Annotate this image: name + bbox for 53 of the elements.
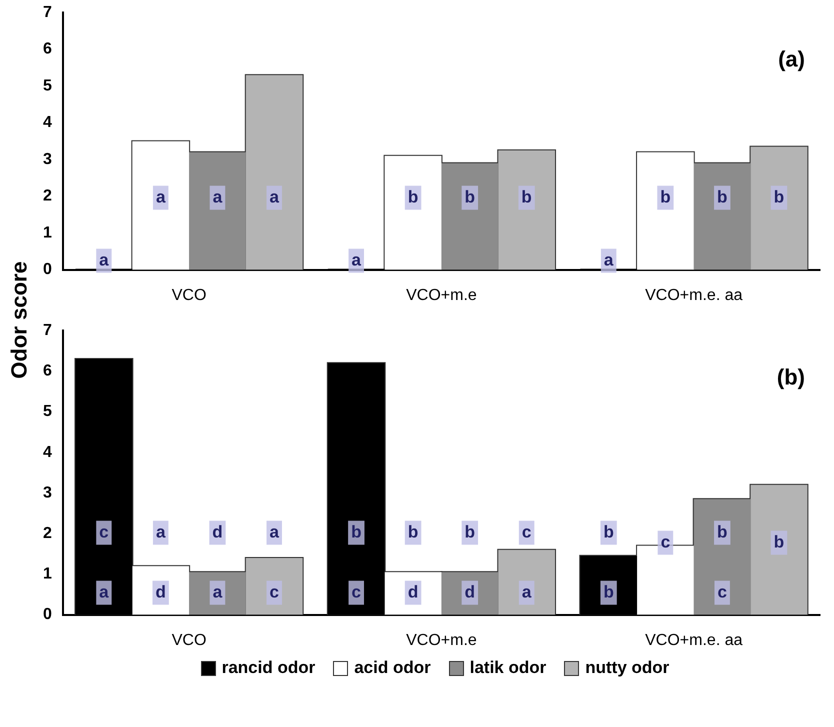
data-label: b: [521, 187, 532, 206]
text: b c: [717, 522, 728, 602]
x-tick-label: VCO: [172, 286, 206, 304]
y-tick-label: 7: [42, 4, 52, 22]
legend-label: rancid odor: [222, 658, 316, 678]
y-tick-label: 3: [42, 484, 52, 502]
x-tick-label: VCO+m.e: [406, 286, 477, 304]
data-label: a: [352, 250, 362, 270]
x-tick-label: VCO+m.e: [406, 632, 477, 649]
legend-label: latik odor: [470, 658, 546, 678]
text: b c: [351, 522, 362, 602]
data-label: b: [717, 187, 728, 206]
data-label: c: [660, 532, 670, 552]
data-label: a: [270, 187, 280, 206]
data-label: b: [774, 187, 784, 206]
y-tick-label: 7: [42, 322, 52, 340]
data-label: b: [408, 187, 418, 206]
y-tick-label: 1: [42, 224, 52, 242]
text: a d: [155, 522, 166, 602]
legend-label: acid odor: [354, 658, 431, 678]
text: b d: [464, 522, 476, 602]
data-label: a: [99, 250, 110, 270]
y-tick-label: 5: [42, 77, 52, 94]
y-axis-title: Odor score: [7, 261, 33, 379]
y-tick-label: 4: [42, 444, 52, 461]
x-tick-label: VCO: [172, 632, 206, 649]
y-tick-label: 2: [42, 188, 52, 205]
y-tick-label: 0: [42, 261, 52, 278]
data-label: a: [212, 187, 223, 206]
data-label: b: [464, 187, 476, 206]
data-label: b: [660, 187, 671, 206]
data-label: b: [774, 532, 784, 552]
text: b b: [603, 522, 614, 602]
x-tick-label: VCO+m.e. aa: [645, 286, 743, 304]
x-tick-label: VCO+m.e. aa: [645, 632, 743, 649]
text: b d: [408, 522, 418, 602]
text: d a: [212, 522, 223, 602]
text: a c: [270, 522, 279, 602]
text: (b): [776, 364, 805, 390]
y-tick-label: 1: [42, 566, 52, 583]
y-tick-label: 3: [42, 150, 52, 168]
data-label: a: [604, 250, 614, 270]
y-tick-label: 5: [42, 403, 52, 420]
text: (a): [778, 46, 805, 72]
data-label: a: [156, 187, 166, 206]
y-tick-label: 6: [42, 362, 52, 380]
text: c a: [522, 522, 532, 602]
y-tick-label: 6: [42, 40, 52, 58]
y-tick-label: 0: [42, 606, 52, 624]
text: c a: [99, 522, 109, 602]
y-tick-label: 2: [42, 525, 52, 542]
y-tick-label: 4: [42, 114, 52, 132]
legend-label: nutty odor: [585, 658, 670, 678]
